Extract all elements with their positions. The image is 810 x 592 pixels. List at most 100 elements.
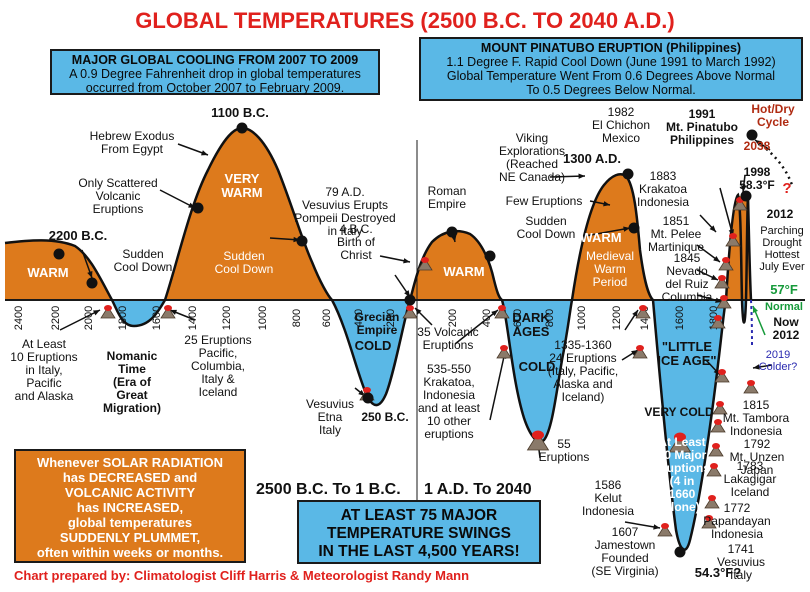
- solar-line-2: has DECREASED and: [62, 470, 198, 485]
- label-line: Iceland: [199, 385, 238, 399]
- label-line: Now: [773, 315, 799, 329]
- label-line: Cycle: [757, 115, 789, 129]
- label-low543: 54.3°F?: [695, 565, 741, 580]
- axis-tick-bc-1200: 1200: [221, 306, 233, 330]
- label-line: (SE Virginia): [591, 564, 658, 578]
- label-line: NE Canada): [499, 170, 565, 184]
- label-line: Empire: [357, 323, 398, 337]
- label-cold1: COLD: [355, 338, 392, 353]
- label-line: Italy &: [201, 372, 234, 386]
- label-y2038: 2038: [744, 139, 771, 153]
- label-line: 1982: [608, 105, 635, 119]
- label-line: WARM: [27, 265, 68, 280]
- label-line: Hottest: [765, 249, 800, 261]
- label-line: Sudden: [223, 249, 264, 263]
- volcano-icon: [402, 305, 418, 319]
- axis-tick-ad-800: 800: [544, 309, 556, 327]
- axis-tick-ad-200: 200: [447, 309, 459, 327]
- hot-cycle-dotted-line: [751, 136, 794, 186]
- label-line: Pacific: [26, 376, 61, 390]
- label-line: Indonesia: [637, 195, 689, 209]
- hot-cycle-arrow-head: [755, 140, 762, 146]
- volcano-cone: [743, 384, 759, 394]
- label-few: Few Eruptions: [506, 194, 583, 208]
- page-title: GLOBAL TEMPERATURES (2500 B.C. TO 2040 A…: [135, 8, 675, 33]
- solar-line-1: Whenever SOLAR RADIATION: [36, 455, 224, 470]
- label-line: eruptions: [424, 427, 473, 441]
- label-line: Migration): [103, 401, 161, 415]
- label-line: 1845: [674, 251, 701, 265]
- label-line: AGES: [513, 324, 550, 339]
- label-line: Jamestown: [595, 538, 656, 552]
- solar-line-7: often within weeks or months.: [36, 545, 224, 560]
- era-label-bc: 2500 B.C. To 1 B.C.: [256, 481, 401, 498]
- label-line: Pacific,: [199, 346, 238, 360]
- volcano-icon: [718, 257, 734, 271]
- label-line: Indonesia: [423, 388, 475, 402]
- label-line: and Alaska: [15, 389, 74, 403]
- volcano-plume: [104, 305, 112, 311]
- label-line: 90 Major: [658, 448, 707, 462]
- pointer-arrow-head: [709, 225, 716, 232]
- pinatubo-line-1: 1.1 Degree F. Rapid Cool Down (June 1991…: [446, 55, 776, 69]
- curve-point: [484, 250, 496, 262]
- label-cold2: COLD: [519, 359, 556, 374]
- label-line: At Least: [658, 435, 705, 449]
- label-line: Italy: [319, 423, 341, 437]
- label-line: Few Eruptions: [506, 194, 583, 208]
- pointer-arrow-head: [491, 310, 498, 317]
- label-line: Birth of: [337, 235, 376, 249]
- label-tenerupt: At Least 10 Eruptions in Italy, Pacific and …: [10, 337, 77, 403]
- temperature-swings-box: AT LEAST 75 MAJOR TEMPERATURE SWINGS IN …: [297, 500, 541, 564]
- label-krakatoa1883: 1883 Krakatoa Indonesia: [637, 169, 689, 209]
- volcano-plume: [718, 369, 726, 375]
- volcano-icon: [704, 495, 720, 509]
- pointer-arrow-head: [713, 255, 720, 262]
- label-line: Kelut: [594, 491, 622, 505]
- label-line: 1300 A.D.: [563, 151, 621, 166]
- global-cooling-box: MAJOR GLOBAL COOLING FROM 2007 TO 2009 A…: [50, 49, 380, 95]
- axis-tick-ad-600: 600: [512, 309, 524, 327]
- volcano-icon: [712, 401, 728, 415]
- label-verycold: VERY COLD: [644, 405, 714, 419]
- label-line: Founded: [601, 551, 648, 565]
- label-line: 1586: [595, 478, 622, 492]
- label-line: At Least: [22, 337, 67, 351]
- volcano-plume: [747, 380, 755, 386]
- label-jamestown: 1607 Jamestown Founded (SE Virginia): [591, 525, 658, 578]
- label-line: Eruptions: [654, 461, 710, 475]
- label-line: 2019: [766, 349, 790, 361]
- label-line: 1991: [689, 107, 716, 121]
- label-line: 10 other: [427, 414, 471, 428]
- label-line: 55: [557, 437, 571, 451]
- label-sudden1: Sudden Cool Down: [114, 247, 173, 274]
- forecast-dotted-line: [750, 299, 753, 346]
- label-line: Sudden: [122, 247, 163, 261]
- label-line: Mt. Unzen: [730, 450, 785, 464]
- label-b250: 250 B.C.: [361, 410, 408, 424]
- label-line: Japan: [741, 463, 774, 477]
- pointer-arrow: [59, 309, 101, 331]
- label-line: Period: [593, 275, 628, 289]
- cooling-heading: MAJOR GLOBAL COOLING FROM 2007 TO 2009: [71, 53, 359, 67]
- curve-points: [53, 122, 758, 558]
- label-line: Grecian: [355, 310, 400, 324]
- label-line: Krakatoa,: [423, 375, 474, 389]
- label-line: ICE AGE": [657, 353, 716, 368]
- curve-point: [622, 168, 634, 180]
- label-line: 1815: [743, 398, 770, 412]
- label-vesuvius79: 79 A.D. Vesuvius Erupts Pompeii Destroyed i…: [294, 185, 395, 238]
- label-littleice: "LITTLE ICE AGE": [657, 339, 716, 368]
- volcano-plume: [532, 430, 544, 440]
- label-line: Iceland): [562, 390, 605, 404]
- label-line: Cool Down: [517, 227, 576, 241]
- solar-line-4: has INCREASED,: [76, 500, 184, 515]
- pointer-arrow: [584, 227, 631, 237]
- label-line: "LITTLE: [662, 339, 713, 354]
- volcano-cone: [100, 309, 116, 319]
- label-line: 2038: [744, 139, 771, 153]
- label-line: Lakagigar: [724, 472, 777, 486]
- label-line: Mexico: [602, 131, 640, 145]
- warm-fill: [5, 128, 751, 300]
- pointer-arrow: [454, 309, 499, 345]
